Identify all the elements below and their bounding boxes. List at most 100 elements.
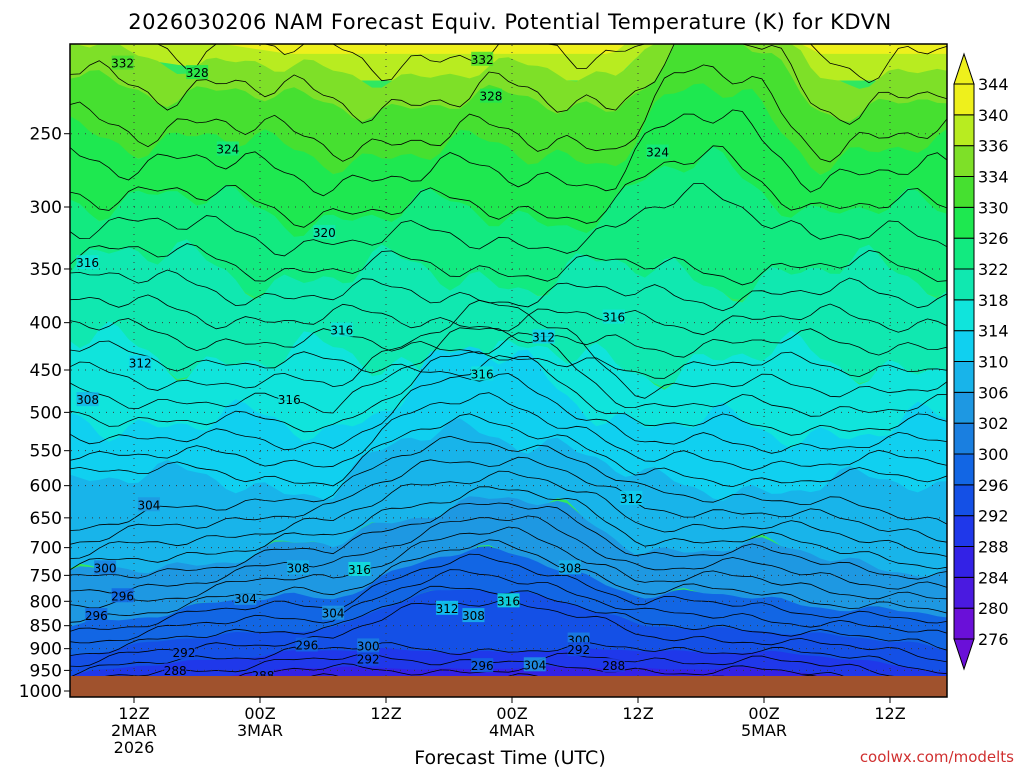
colorbar-tick-label: 296 — [978, 476, 1009, 495]
contour-label: 316 — [278, 393, 301, 407]
colorbar-swatch — [953, 83, 975, 116]
x-tick-label: 12Z — [118, 704, 149, 723]
colorbar-tick-label: 302 — [978, 414, 1009, 433]
contour-label-bg — [137, 497, 160, 512]
contour-label-bg — [357, 638, 380, 653]
fill-band-322 — [70, 146, 947, 300]
contour-label: 324 — [216, 142, 239, 156]
colorbar-swatch — [953, 484, 975, 517]
contour-label-bg — [479, 88, 502, 103]
contour-label-bg — [234, 590, 257, 605]
contour-label-bg — [85, 608, 108, 623]
contour-line — [70, 294, 947, 336]
x-tick-label: 00Z — [748, 704, 779, 723]
y-tick-label: 800 — [30, 592, 62, 612]
contour-label-bg — [471, 658, 494, 673]
colorbar-bottom-arrow — [953, 638, 975, 671]
contour-label-bg — [646, 144, 669, 159]
y-tick-label: 500 — [30, 403, 62, 423]
contour-line — [70, 183, 947, 257]
fill-band-318 — [70, 239, 947, 388]
contour-label-bg — [558, 560, 581, 575]
fill-band-326 — [70, 83, 947, 237]
contour-labels: 332 328 332 328 324 324 320 316 316 316 312 312 316 3… — [76, 51, 669, 683]
fill-band-334 — [70, 44, 947, 125]
contour-label-bg — [357, 651, 380, 666]
fill-band-298 — [70, 546, 947, 658]
colorbar-tick-label: 276 — [978, 630, 1009, 649]
contour-label-bg — [436, 600, 459, 615]
x-tick-label: 4MAR — [489, 721, 535, 740]
x-tick-label: 00Z — [244, 704, 275, 723]
colorbar-swatch — [953, 268, 975, 301]
contour-label-bg — [129, 355, 152, 370]
contour-label: 316 — [497, 594, 520, 608]
filled-contours — [70, 44, 947, 676]
fill-band-302 — [70, 496, 947, 631]
colorbar-tick-label: 314 — [978, 322, 1009, 341]
contour-label: 332 — [111, 57, 134, 71]
contour-label-bg — [330, 322, 353, 337]
colorbar-tick-label: 288 — [978, 538, 1009, 557]
contour-line — [70, 456, 947, 545]
colorbar-swatch — [953, 515, 975, 548]
contour-label: 320 — [313, 226, 336, 240]
contour-line — [70, 502, 947, 580]
y-tick-label: 300 — [30, 198, 62, 218]
contour-line — [70, 340, 947, 379]
contour-label: 316 — [76, 256, 99, 270]
x-tick-label: 2MAR — [111, 721, 157, 740]
contour-label: 304 — [523, 658, 546, 672]
colorbar-tick-label: 310 — [978, 353, 1009, 372]
contour-line — [70, 44, 947, 125]
colorbar-tick-label: 326 — [978, 229, 1009, 248]
contour-label: 304 — [137, 498, 160, 512]
plot-area: 332 328 332 328 324 324 320 316 316 316 312 312 316 3… — [69, 43, 948, 698]
contour-label: 292 — [173, 646, 196, 660]
x-axis-label: Forecast Time (UTC) — [414, 747, 605, 768]
contour-label-bg — [602, 658, 625, 673]
contour-line — [70, 318, 947, 358]
colorbar-tick-label: 300 — [978, 445, 1009, 464]
contour-line — [70, 515, 947, 594]
contour-line — [70, 553, 947, 632]
colorbar-tick-label: 330 — [978, 198, 1009, 217]
contour-label-bg — [620, 490, 643, 505]
contour-label-bg — [348, 561, 371, 576]
colorbar-swatch — [953, 391, 975, 424]
contour-label-bg — [567, 641, 590, 656]
contour-label: 292 — [357, 653, 380, 667]
credit-link[interactable]: coolwx.com/modelts — [860, 748, 1014, 766]
colorbar-swatch — [953, 361, 975, 393]
contour-label-bg — [532, 329, 555, 344]
contour-label-bg — [164, 663, 187, 678]
contour-label: 288 — [164, 664, 187, 678]
contour-line — [70, 327, 947, 417]
contour-line — [70, 435, 947, 531]
y-tick-label: 1000 — [19, 682, 62, 702]
colorbar-tick-label: 336 — [978, 137, 1009, 156]
contour-label-bg — [295, 637, 318, 652]
contour-label-bg — [111, 588, 134, 603]
colorbar-tick-label: 344 — [978, 75, 1009, 94]
contour-label-bg — [313, 224, 336, 239]
contour-label: 296 — [471, 659, 494, 673]
contour-label-bg — [278, 392, 301, 407]
colorbar-swatch — [953, 546, 975, 578]
x-tick-label: 00Z — [496, 704, 527, 723]
contour-line — [70, 539, 947, 623]
x-tick-label: 12Z — [370, 704, 401, 723]
contour-label-bg — [94, 560, 117, 575]
contour-line — [70, 413, 947, 488]
contour-label-bg — [462, 608, 485, 623]
y-axis: 250 300 350 400 450 500 550 600 650 700 750 800 850 9… — [19, 125, 70, 702]
colorbar-swatch — [953, 145, 975, 178]
contour-label: 328 — [186, 66, 209, 80]
contour-line — [70, 373, 947, 454]
contour-line — [70, 392, 947, 471]
contour-label: 316 — [471, 367, 494, 381]
colorbar-swatch — [953, 576, 975, 609]
contour-label-bg — [76, 392, 99, 407]
